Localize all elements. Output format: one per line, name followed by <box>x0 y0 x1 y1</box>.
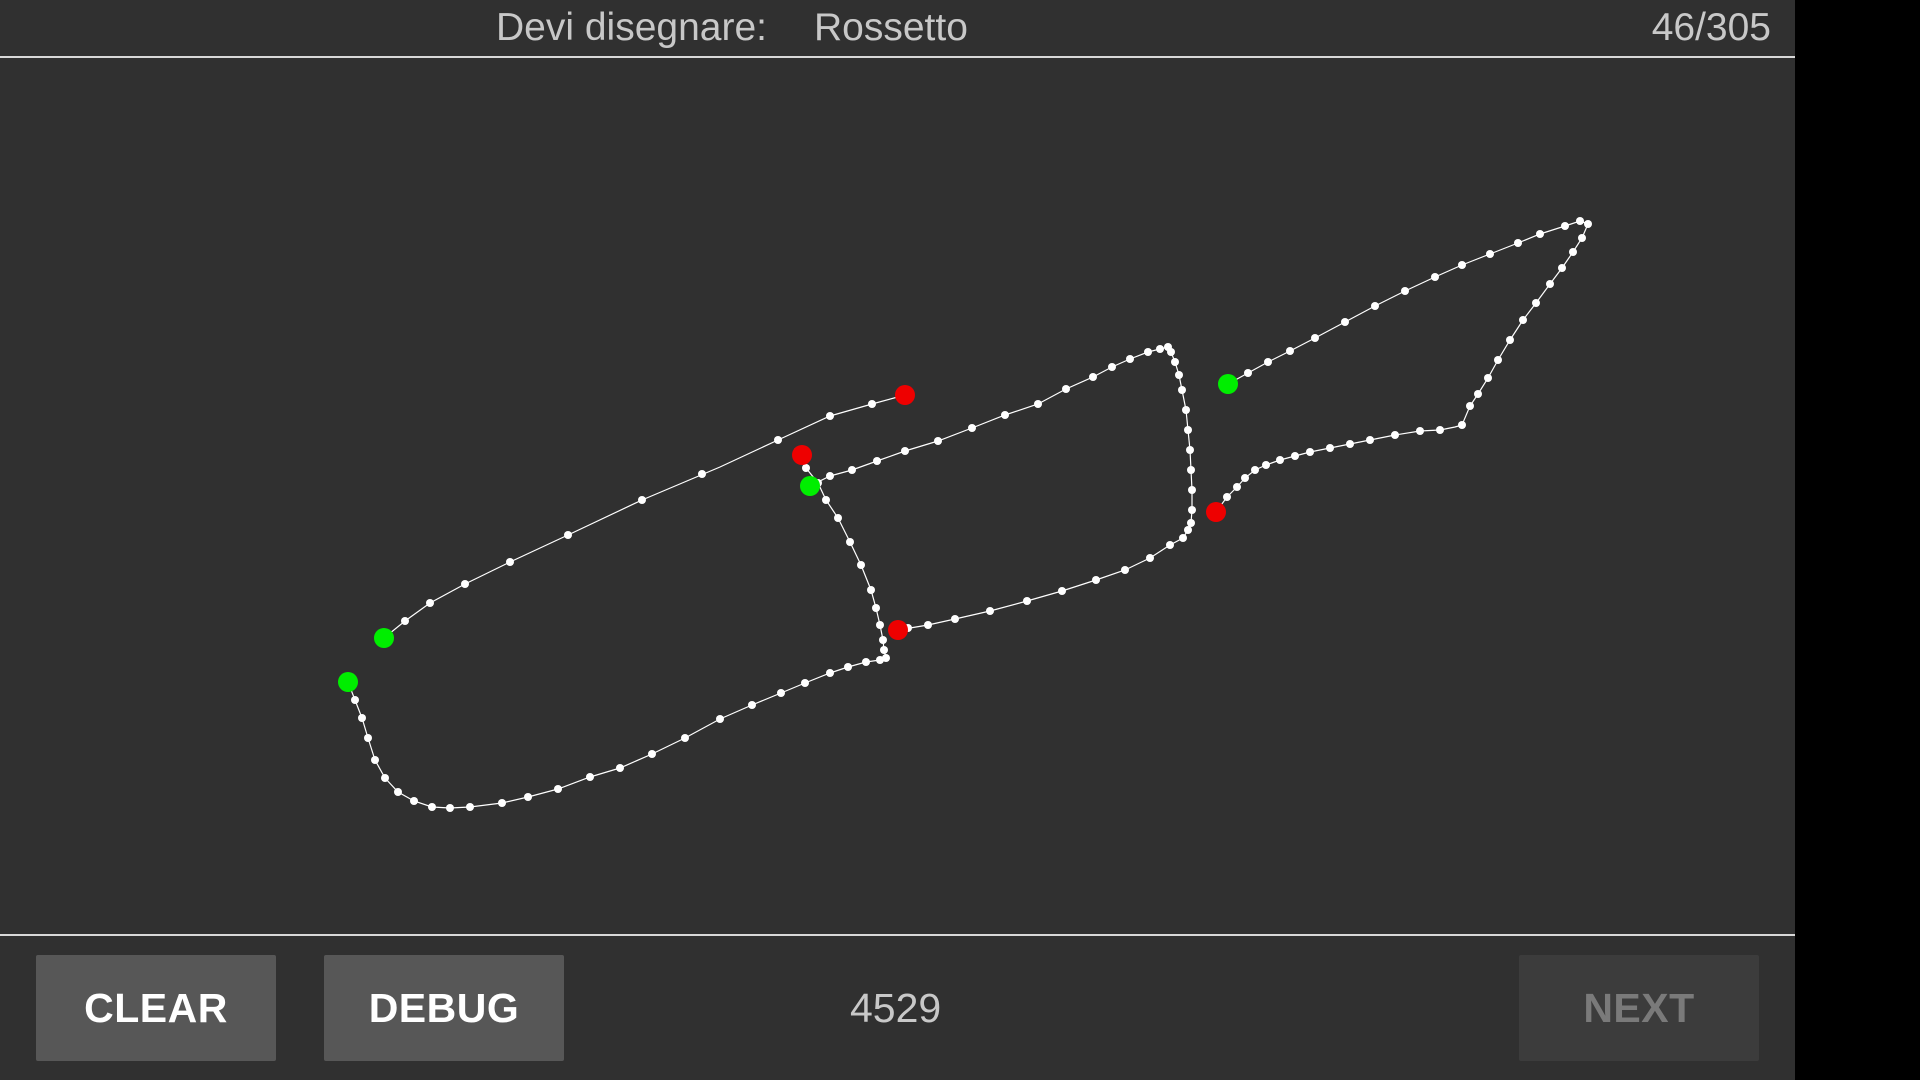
stroke-end-dot <box>792 445 812 465</box>
clear-button[interactable]: CLEAR <box>36 955 276 1061</box>
debug-button[interactable]: DEBUG <box>324 955 564 1061</box>
stroke-start-dot <box>374 628 394 648</box>
screen-edge <box>1795 0 1920 1080</box>
stroke-start-dot <box>1218 374 1238 394</box>
sketch-strokes <box>338 217 1592 812</box>
footer-divider <box>0 934 1795 936</box>
stroke-end-dot <box>888 620 908 640</box>
drawing-canvas[interactable] <box>0 58 1795 934</box>
header-divider <box>0 56 1795 58</box>
stroke-1 <box>374 385 915 648</box>
prompt-word: Rossetto <box>814 6 968 49</box>
stroke-end-dot <box>1206 502 1226 522</box>
stroke-4 <box>1206 217 1592 522</box>
stroke-3 <box>800 343 1196 640</box>
drawing-app: Devi disegnare: Rossetto 46/305 <box>0 0 1795 1080</box>
next-button[interactable]: NEXT <box>1519 955 1759 1061</box>
score-counter: 4529 <box>850 985 942 1031</box>
prompt-label: Devi disegnare: <box>496 6 767 49</box>
stroke-end-dot <box>895 385 915 405</box>
stroke-start-dot <box>800 476 820 496</box>
header-bar: Devi disegnare: Rossetto 46/305 <box>0 0 1795 56</box>
stroke-2 <box>338 445 890 812</box>
progress-counter: 46/305 <box>1651 6 1771 49</box>
stroke-start-dot <box>338 672 358 692</box>
